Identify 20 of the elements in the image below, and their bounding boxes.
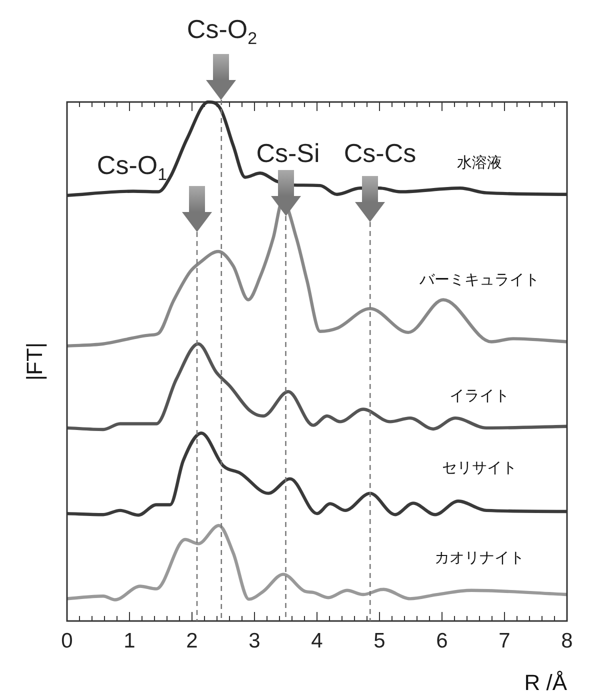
y-axis-title: |FT| (22, 342, 48, 381)
ref-line-label: Cs-O$_{1}$ (96, 150, 168, 186)
series-label: カオリナイト (434, 548, 524, 566)
series-label: 水溶液 (457, 153, 502, 172)
series-label: バーミキュライト (418, 270, 540, 289)
x-tick-label: 0 (61, 629, 73, 652)
x-tick-label: 4 (311, 629, 324, 652)
x-tick-label: 2 (186, 629, 198, 652)
series-label: セリサイト (442, 458, 517, 476)
x-axis-title: R /Å (524, 670, 568, 696)
ref-line-label: Cs-Si (256, 138, 320, 169)
series-label: イライト (450, 386, 510, 404)
ref-line-label: Cs-O$_{2}$ (186, 14, 258, 50)
x-tick-label: 3 (248, 629, 260, 652)
x-tick-label: 7 (498, 629, 510, 652)
x-tick-label: 6 (436, 629, 448, 652)
x-tick-label: 1 (124, 629, 136, 652)
x-tick-label: 8 (561, 629, 573, 652)
x-tick-label: 5 (374, 629, 386, 652)
ref-line-label: Cs-Cs (344, 138, 416, 169)
